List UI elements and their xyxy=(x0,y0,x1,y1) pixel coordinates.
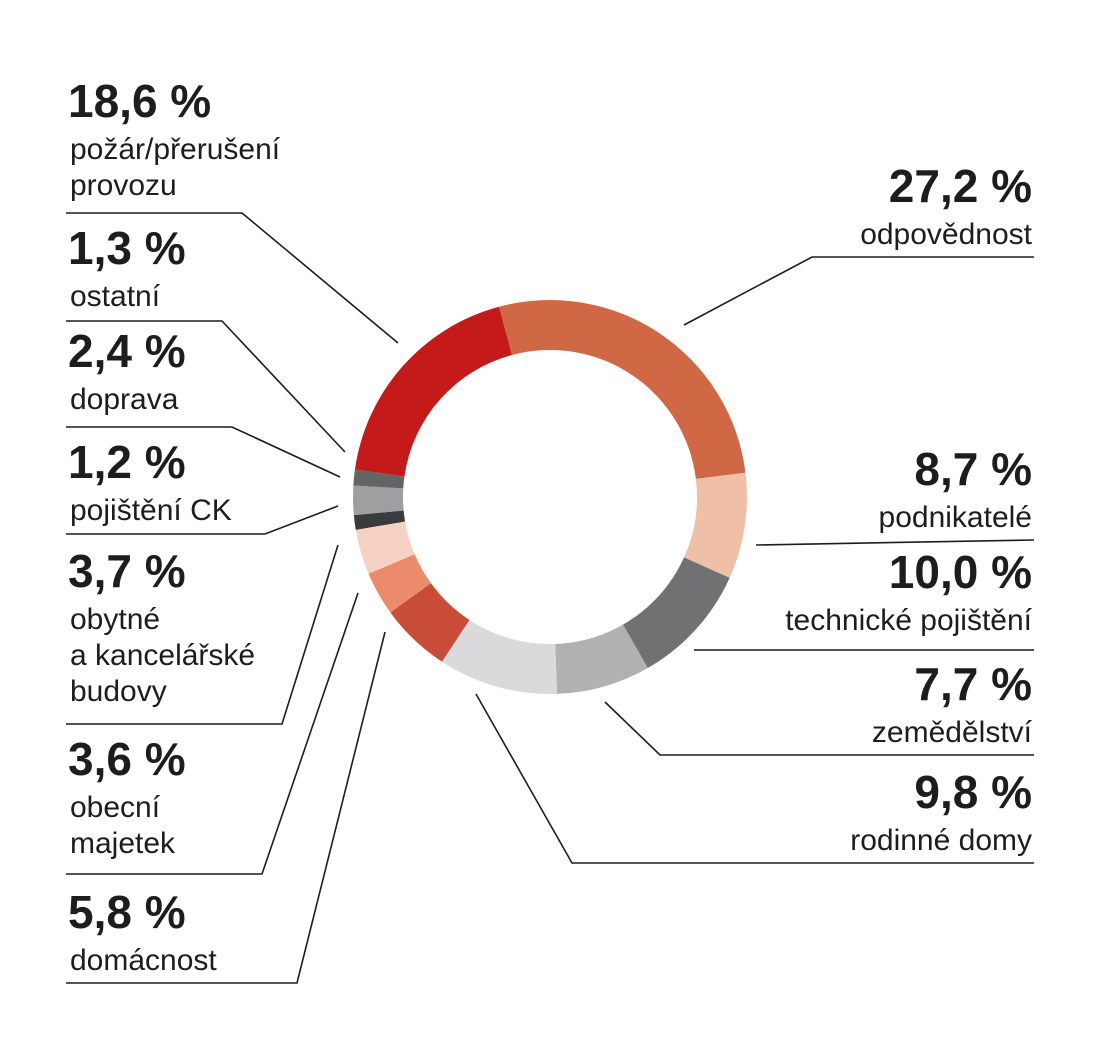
leader-line-7 xyxy=(66,544,339,725)
slice-name-label-4-0: rodinné domy xyxy=(850,824,1032,857)
slice-value-label-4: 9,8 % xyxy=(914,766,1032,818)
slice-value-label-1: 8,7 % xyxy=(914,443,1032,495)
slice-name-label-11-0: požár/přerušení xyxy=(70,133,281,166)
leader-lines xyxy=(66,212,1035,984)
leader-line-11 xyxy=(66,212,399,344)
slice-name-label-6-0: obecní xyxy=(70,791,161,824)
donut-slices xyxy=(353,300,747,694)
donut-slice-6 xyxy=(368,554,431,613)
slice-value-label-6: 3,6 % xyxy=(68,733,186,785)
leader-line-9 xyxy=(66,426,341,478)
slice-value-label-9: 2,4 % xyxy=(68,325,186,377)
slice-name-label-8-0: pojištění CK xyxy=(70,494,232,527)
leader-line-5 xyxy=(66,631,386,984)
slice-name-label-7-2: budovy xyxy=(70,675,167,708)
slice-name-label-6-1: majetek xyxy=(70,827,176,860)
donut-slice-8 xyxy=(353,510,406,530)
donut-slice-10 xyxy=(353,469,405,489)
leader-line-3 xyxy=(604,701,1034,756)
donut-slice-4 xyxy=(442,619,558,694)
slice-labels: 27,2 % odpovědnost 8,7 % podnikatelé 10,0 % t… xyxy=(68,75,1033,977)
leader-line-4 xyxy=(475,693,1034,864)
donut-slice-9 xyxy=(353,485,404,516)
slice-name-label-2-0: technické pojištění xyxy=(785,604,1032,637)
donut-slice-5 xyxy=(390,583,470,662)
leader-line-8 xyxy=(66,505,339,535)
slice-name-label-3-0: zemědělství xyxy=(872,716,1033,749)
slice-name-label-11-1: provozu xyxy=(70,169,177,202)
slice-name-label-10-0: ostatní xyxy=(70,280,161,313)
slice-value-label-10: 1,3 % xyxy=(68,222,186,274)
leader-line-1 xyxy=(755,539,1035,546)
slice-name-label-7-0: obytné xyxy=(70,603,160,636)
donut-slice-3 xyxy=(555,624,648,694)
slice-name-label-7-1: a kancelářské xyxy=(70,639,255,672)
leader-line-0 xyxy=(683,256,1034,326)
donut-slice-11 xyxy=(354,306,512,477)
donut-slice-0 xyxy=(499,300,746,479)
slice-value-label-11: 18,6 % xyxy=(68,75,211,127)
slice-value-label-3: 7,7 % xyxy=(914,658,1032,710)
slice-value-label-5: 5,8 % xyxy=(68,886,186,938)
slice-name-label-9-0: doprava xyxy=(70,383,179,416)
donut-slice-2 xyxy=(622,557,730,669)
slice-value-label-7: 3,7 % xyxy=(68,545,186,597)
slice-name-label-1-0: podnikatelé xyxy=(879,501,1032,534)
leader-line-10 xyxy=(66,320,346,453)
slice-name-label-5-0: domácnost xyxy=(70,944,217,977)
slice-name-label-0-0: odpovědnost xyxy=(860,218,1032,251)
slice-value-label-2: 10,0 % xyxy=(889,546,1032,598)
slice-value-label-8: 1,2 % xyxy=(68,436,186,488)
donut-slice-7 xyxy=(355,521,415,574)
slice-value-label-0: 27,2 % xyxy=(889,160,1032,212)
leader-line-6 xyxy=(66,592,359,875)
donut-slice-1 xyxy=(684,472,747,578)
